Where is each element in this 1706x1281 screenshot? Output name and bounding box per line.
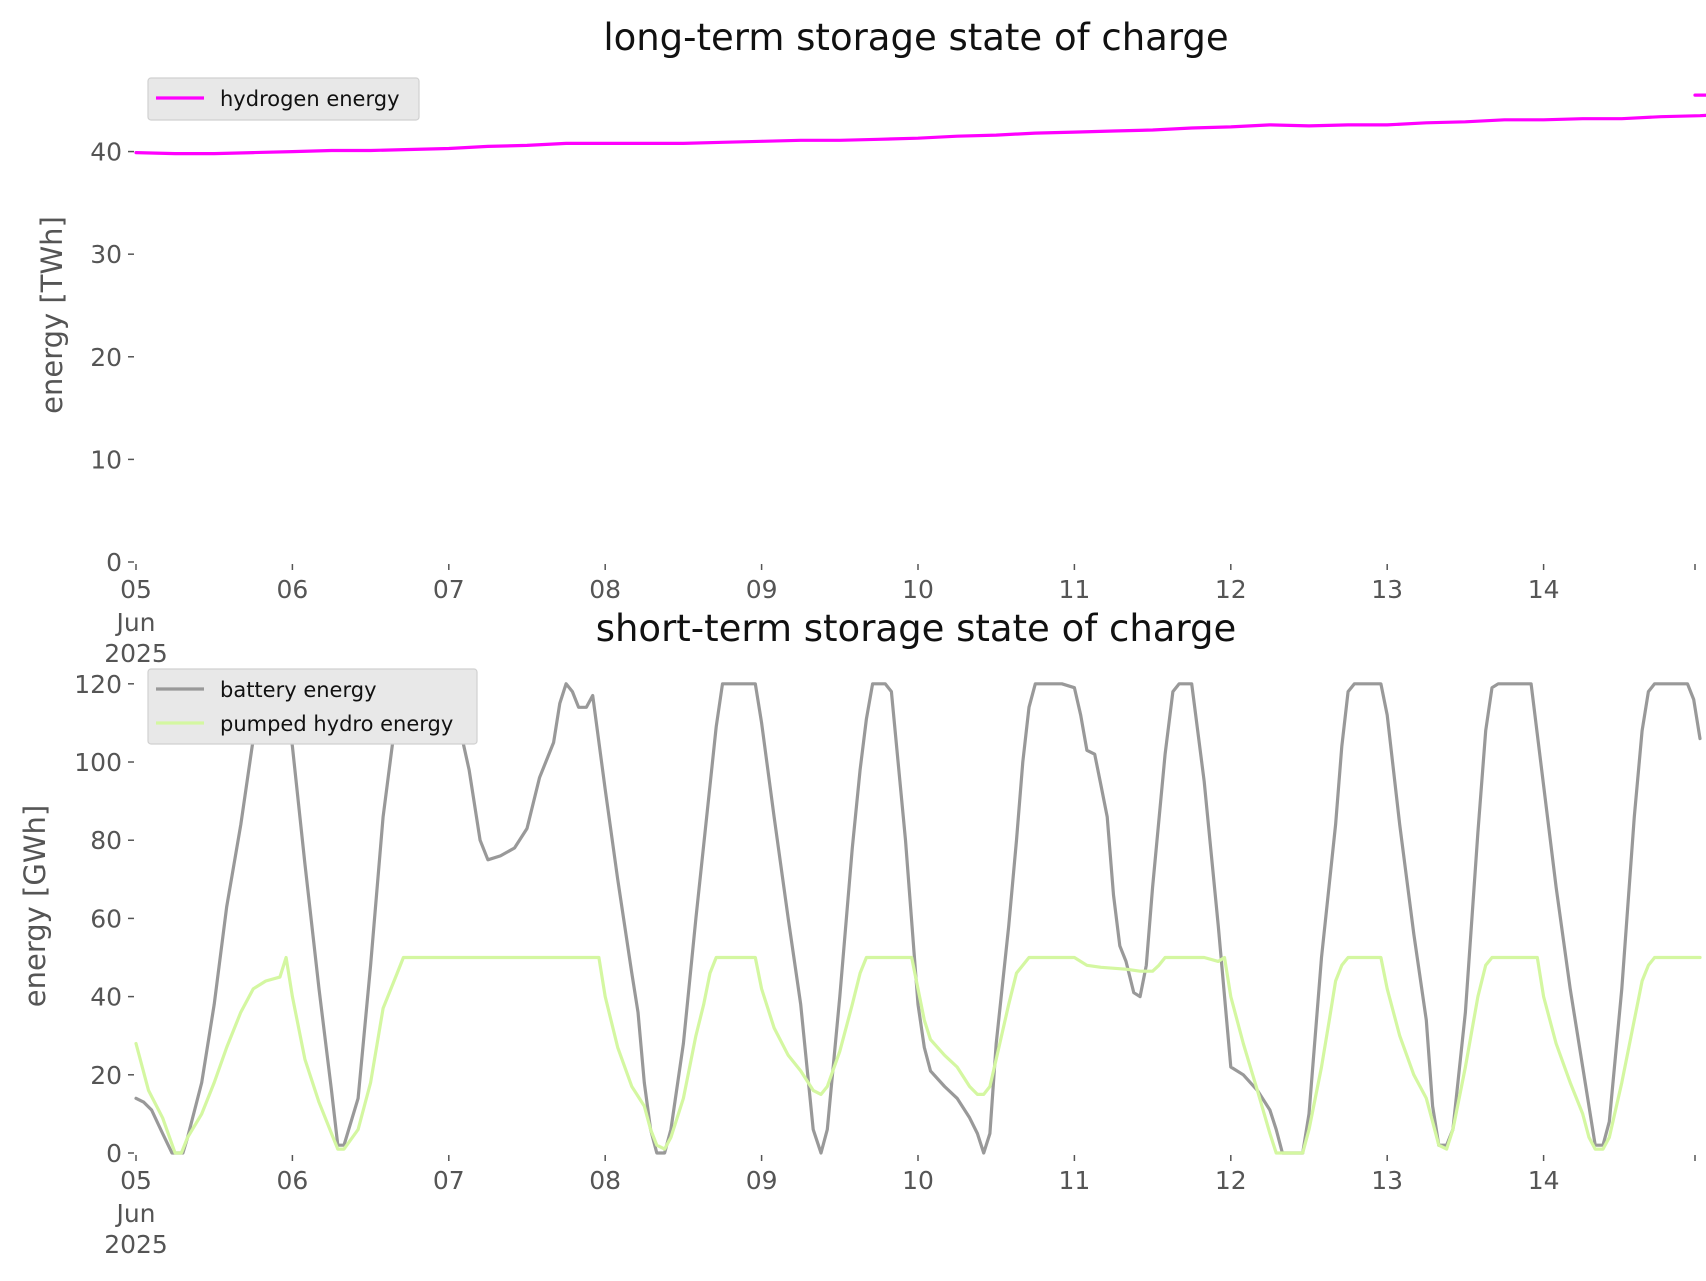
panel-long-term: long-term storage state of charge energy… bbox=[35, 16, 1706, 668]
y-tick-label: 20 bbox=[90, 1061, 122, 1090]
x-tick-label: 08 bbox=[589, 1166, 621, 1195]
x-tick-label: 07 bbox=[433, 575, 465, 604]
y-ticks: 0 10 20 30 40 bbox=[90, 138, 134, 577]
y-tick-label: 40 bbox=[90, 983, 122, 1012]
y-tick-label: 60 bbox=[90, 904, 122, 933]
x-tick-label: 05 bbox=[120, 1166, 152, 1195]
series-layer bbox=[134, 93, 1706, 156]
x-tick-label: 10 bbox=[902, 575, 934, 604]
x-tick-label: 10 bbox=[902, 1166, 934, 1195]
x-tick-label: 11 bbox=[1058, 1166, 1090, 1195]
y-tick-label: 20 bbox=[90, 343, 122, 372]
legend-box bbox=[147, 77, 420, 121]
legend-label-hydrogen: hydrogen energy bbox=[220, 87, 400, 111]
y-tick-label: 100 bbox=[74, 748, 122, 777]
x-tick-sublabel: Jun bbox=[114, 608, 155, 637]
x-tick-label: 14 bbox=[1528, 575, 1560, 604]
y-ticks: 0 20 40 60 80 100 120 bbox=[74, 670, 134, 1168]
series-line-pumped-hydro-energy bbox=[134, 955, 1702, 1155]
series-layer bbox=[134, 682, 1702, 1155]
series-line-hydrogen-energy bbox=[134, 93, 1706, 156]
x-tick-label: 09 bbox=[746, 1166, 778, 1195]
y-tick-label: 40 bbox=[90, 138, 122, 167]
y-tick-label: 0 bbox=[106, 1139, 122, 1168]
y-tick-label: 80 bbox=[90, 826, 122, 855]
x-tick-label: 14 bbox=[1528, 1166, 1560, 1195]
chart-title: long-term storage state of charge bbox=[603, 16, 1228, 59]
x-tick-label: 07 bbox=[433, 1166, 465, 1195]
y-tick-label: 30 bbox=[90, 240, 122, 269]
x-tick-label: 06 bbox=[276, 575, 308, 604]
x-tick-label: 12 bbox=[1215, 1166, 1247, 1195]
x-tick-label: 08 bbox=[589, 575, 621, 604]
y-axis-label: energy [TWh] bbox=[35, 216, 69, 414]
chart-title: short-term storage state of charge bbox=[596, 607, 1237, 650]
x-tick-label: 13 bbox=[1371, 1166, 1403, 1195]
legend: battery energy pumped hydro energy bbox=[147, 668, 478, 745]
y-axis-label: energy [GWh] bbox=[18, 805, 52, 1007]
legend-box bbox=[147, 668, 478, 745]
y-tick-label: 120 bbox=[74, 670, 122, 699]
x-tick-sublabel: Jun bbox=[114, 1199, 155, 1228]
legend: hydrogen energy bbox=[147, 77, 420, 121]
y-tick-label: 0 bbox=[106, 548, 122, 577]
panel-short-term: short-term storage state of charge energ… bbox=[18, 607, 1702, 1259]
x-tick-label: 05 bbox=[120, 575, 152, 604]
x-tick-label: 09 bbox=[746, 575, 778, 604]
x-tick-sublabel: 2025 bbox=[104, 639, 168, 668]
legend-label-pumped-hydro: pumped hydro energy bbox=[220, 712, 453, 736]
y-tick-label: 10 bbox=[90, 445, 122, 474]
legend-label-battery: battery energy bbox=[220, 678, 377, 702]
x-tick-label: 13 bbox=[1371, 575, 1403, 604]
x-tick-label: 11 bbox=[1058, 575, 1090, 604]
x-tick-label: 12 bbox=[1215, 575, 1247, 604]
x-tick-sublabel: 2025 bbox=[104, 1230, 168, 1259]
x-tick-label: 06 bbox=[276, 1166, 308, 1195]
